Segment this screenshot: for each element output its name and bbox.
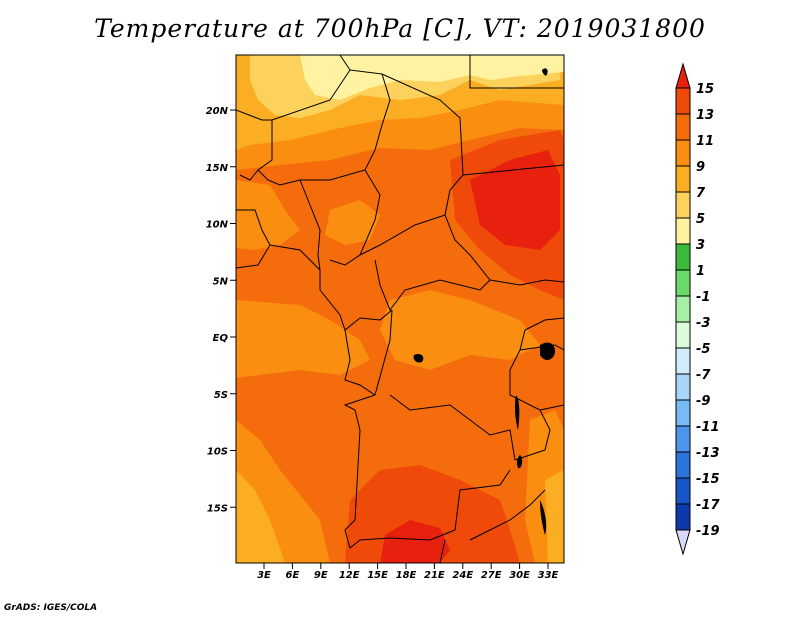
colorbar-label: -9: [696, 394, 710, 409]
longitude-axis: 3E 6E 9E 12E 15E 18E 21E 24E 27E 30E 33E: [257, 563, 559, 581]
colorbar-swatch: [675, 113, 691, 141]
lon-tick-label: 3E: [257, 570, 271, 581]
colorbar-swatch: [675, 295, 691, 323]
colorbar-swatch: [675, 425, 691, 453]
colorbar-swatch: [675, 191, 691, 219]
colorbar-swatch: [675, 269, 691, 297]
lat-tick-label: 10S: [207, 447, 228, 458]
colorbar-label: 9: [696, 160, 705, 175]
colorbar-swatch: [675, 217, 691, 245]
lon-tick-label: 15E: [367, 570, 388, 581]
colorbar-top-arrow: [675, 62, 691, 89]
lat-tick-label: 15N: [206, 163, 229, 174]
field-southeast-cool-strip: [545, 470, 564, 563]
lon-tick-label: 9E: [314, 570, 328, 581]
lat-tick-label: 5S: [214, 390, 228, 401]
colorbar-label: -17: [696, 498, 720, 513]
colorbar-label: -3: [696, 316, 710, 331]
field-west-coast-mild: [236, 180, 300, 250]
lon-tick-label: 33E: [538, 570, 559, 581]
colorbar-label: 5: [696, 212, 705, 227]
lon-tick-label: 27E: [481, 570, 502, 581]
colorbar-label: 13: [696, 108, 714, 123]
lon-tick-label: 21E: [424, 570, 445, 581]
colorbar-swatch: [675, 243, 691, 271]
colorbar-swatch: [675, 347, 691, 375]
colorbar-label: -7: [696, 368, 711, 383]
lon-tick-label: 24E: [452, 570, 473, 581]
field-gulf-mild-band: [236, 300, 370, 378]
colorbar-bottom-arrow: [675, 529, 691, 556]
colorbar-swatch: [675, 503, 691, 531]
lon-tick-label: 30E: [509, 570, 530, 581]
lat-tick-label: 5N: [213, 276, 229, 287]
latitude-axis: 20N 15N 10N 5N EQ 5S 10S 15S: [206, 106, 236, 514]
field-northeast-coolest-patch: [470, 55, 564, 80]
colorbar-label: -15: [696, 472, 720, 487]
colorbar-swatch: [675, 451, 691, 479]
colorbar-swatch: [675, 373, 691, 401]
lakes: [413, 68, 556, 535]
colorbar: 15 13 11 9 7 5 3 1 -1 -3 -5 -7 -9 -11 -13 -15 -17 -19: [675, 62, 720, 556]
country-borders: [236, 55, 564, 563]
colorbar-label: -1: [696, 290, 710, 305]
colorbar-swatch: [675, 477, 691, 505]
field-southwest-cool-strip: [236, 470, 285, 563]
lat-tick-label: 10N: [206, 220, 229, 231]
colorbar-swatch: [675, 87, 691, 115]
colorbar-label: 15: [696, 82, 714, 97]
colorbar-swatch: [675, 165, 691, 193]
colorbar-label: 1: [696, 264, 705, 279]
colorbar-label: -19: [696, 524, 720, 539]
colorbar-label: 11: [696, 134, 714, 149]
colorbar-label: -11: [696, 420, 720, 435]
map-frame: [235, 54, 565, 564]
field-south-hot-core: [380, 520, 450, 563]
colorbar-swatch: [675, 321, 691, 349]
field-north-coolest-patch: [300, 55, 470, 100]
field-central-mild-streak: [380, 290, 540, 370]
field-central-mild-patch: [325, 200, 380, 245]
lon-tick-label: 6E: [286, 570, 300, 581]
lon-tick-label: 18E: [396, 570, 417, 581]
lon-tick-label: 12E: [339, 570, 360, 581]
colorbar-label: -13: [696, 446, 720, 461]
colorbar-label: 7: [696, 186, 706, 201]
field-east-hot-core: [470, 150, 560, 250]
grads-credit: GrADS: IGES/COLA: [4, 603, 98, 613]
colorbar-label: 3: [696, 238, 705, 253]
temperature-field: [236, 55, 564, 563]
lat-tick-label: 20N: [206, 106, 229, 117]
colorbar-swatch: [675, 399, 691, 427]
chart-title: Temperature at 700hPa [C], VT: 201903180…: [94, 14, 706, 43]
lat-tick-label: 15S: [207, 503, 228, 514]
lat-tick-label: EQ: [213, 333, 229, 344]
colorbar-swatch: [675, 139, 691, 167]
colorbar-label: -5: [696, 342, 710, 357]
